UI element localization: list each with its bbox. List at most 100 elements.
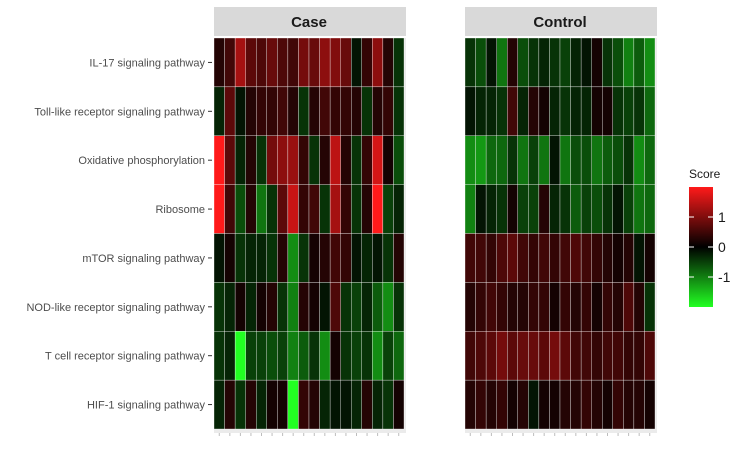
heatmap-cell: [361, 184, 373, 234]
heatmap-cell: [475, 37, 487, 88]
heatmap-cell: [393, 331, 405, 381]
heatmap-cell: [245, 379, 257, 430]
heatmap-cell: [298, 37, 310, 88]
heatmap-cell: [351, 282, 362, 332]
heatmap-cell: [245, 135, 257, 185]
heatmap-cell: [224, 37, 236, 88]
heatmap-cell: [633, 37, 645, 88]
heatmap-cell: [602, 379, 613, 430]
heatmap-cell: [277, 37, 289, 88]
heatmap-cell: [528, 135, 540, 185]
legend-title: Score: [689, 167, 721, 181]
heatmap-cell: [245, 86, 257, 136]
heatmap-cell: [340, 135, 352, 185]
heatmap-cell: [266, 233, 278, 283]
heatmap-cell: [528, 282, 540, 332]
heatmap-cell: [623, 184, 635, 234]
heatmap-cell: [464, 135, 476, 185]
row-label: T cell receptor signaling pathway: [45, 351, 205, 363]
heatmap-cell: [517, 135, 529, 185]
heatmap-cell: [213, 331, 225, 381]
heatmap-cell: [612, 184, 624, 234]
heatmap-cell: [623, 86, 635, 136]
heatmap-cell: [464, 282, 476, 332]
facet-strip-case: [214, 7, 406, 36]
heatmap-cell: [559, 233, 571, 283]
heatmap-cell: [393, 233, 405, 283]
heatmap-cell: [507, 282, 518, 332]
heatmap-cell: [234, 37, 246, 88]
heatmap-cell: [234, 184, 246, 234]
heatmap-cell: [496, 135, 508, 185]
heatmap-cell: [224, 86, 236, 136]
heatmap-cell: [393, 184, 405, 234]
heatmap-cell: [298, 135, 310, 185]
heatmap-cell: [475, 184, 487, 234]
heatmap-cell: [266, 331, 278, 381]
heatmap-cell: [507, 86, 518, 136]
heatmap-cell: [256, 331, 267, 381]
heatmap-cell: [549, 282, 561, 332]
heatmap-cell: [612, 282, 624, 332]
heatmap-cell: [623, 37, 635, 88]
heatmap-cell: [372, 37, 384, 88]
heatmap-cell: [393, 135, 405, 185]
heatmap-cell: [393, 37, 405, 88]
heatmap-cell: [277, 379, 289, 430]
heatmap-cell: [570, 86, 582, 136]
heatmap-panels: [213, 37, 657, 436]
heatmap-cell: [549, 86, 561, 136]
heatmap-cell: [570, 135, 582, 185]
heatmap-cell: [633, 184, 645, 234]
heatmap-cell: [372, 135, 384, 185]
heatmap-cell: [256, 233, 267, 283]
heatmap-cell: [580, 37, 592, 88]
legend-tick-label: 0: [718, 239, 726, 255]
heatmap-cell: [475, 379, 487, 430]
heatmap-cell: [372, 379, 384, 430]
heatmap-cell: [372, 233, 384, 283]
heatmap-cell: [298, 282, 310, 332]
heatmap-cell: [517, 282, 529, 332]
heatmap-cell: [298, 184, 310, 234]
heatmap-cell: [623, 379, 635, 430]
facet-title-control: Control: [533, 14, 586, 31]
heatmap-cell: [623, 282, 635, 332]
heatmap-cell: [623, 233, 635, 283]
heatmap-cell: [308, 184, 320, 234]
heatmap-cell: [361, 331, 373, 381]
heatmap-cell: [612, 135, 624, 185]
heatmap-cell: [266, 282, 278, 332]
heatmap-cell: [591, 282, 603, 332]
legend-tick-label: -1: [718, 269, 731, 285]
heatmap-cell: [464, 184, 476, 234]
heatmap-cell: [372, 331, 384, 381]
row-label: mTOR signaling pathway: [82, 253, 205, 265]
heatmap-cell: [308, 331, 320, 381]
heatmap-cell: [361, 37, 373, 88]
heatmap-cell: [602, 233, 613, 283]
heatmap-cell: [591, 135, 603, 185]
heatmap-cell: [372, 184, 384, 234]
heatmap-cell: [538, 86, 550, 136]
heatmap-cell: [507, 233, 518, 283]
heatmap-cell: [549, 184, 561, 234]
heatmap-cell: [517, 379, 529, 430]
heatmap-cell: [224, 233, 236, 283]
legend-ticks: 1 0 -1: [689, 209, 731, 285]
row-label: Oxidative phosphorylation: [78, 155, 205, 167]
heatmap-cell: [234, 379, 246, 430]
heatmap-cell: [591, 184, 603, 234]
heatmap-cell: [559, 135, 571, 185]
heatmap-cell: [570, 233, 582, 283]
heatmap-cell: [507, 135, 518, 185]
heatmap-cell: [277, 184, 289, 234]
heatmap-cell: [591, 37, 603, 88]
heatmap-cell: [485, 184, 497, 234]
legend-tick-label: 1: [718, 209, 726, 225]
facet-strip-control: [465, 7, 657, 36]
heatmap-cell: [464, 331, 476, 381]
heatmap-cell: [570, 331, 582, 381]
heatmap-cell: [329, 331, 341, 381]
